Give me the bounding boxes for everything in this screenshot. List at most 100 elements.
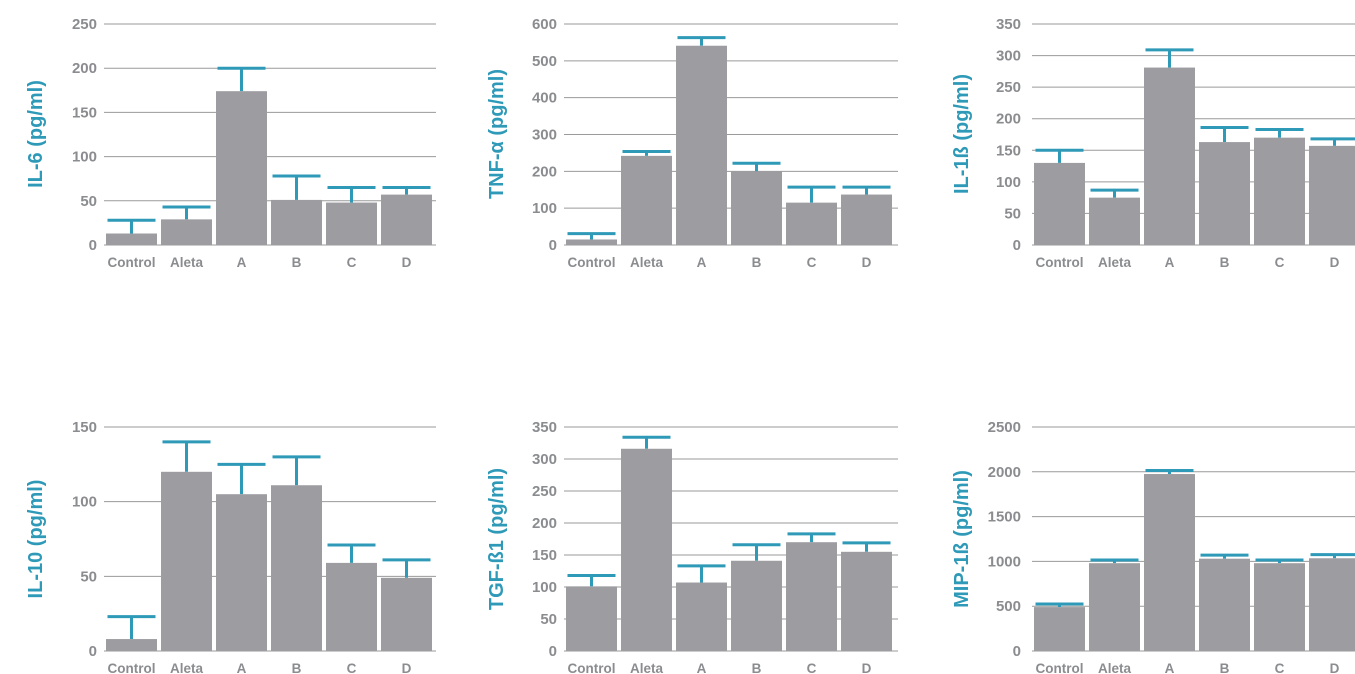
x-tick-label: B	[1220, 255, 1230, 270]
y-tick-label: 150	[72, 104, 97, 121]
y-tick-label: 300	[532, 451, 557, 468]
bar-b	[1199, 558, 1250, 651]
y-tick-label: 0	[549, 237, 557, 254]
x-tick-label: A	[1165, 255, 1175, 270]
bar-aleta	[1089, 563, 1140, 651]
x-tick-label: B	[752, 661, 762, 674]
x-tick-label: B	[1220, 661, 1230, 674]
y-tick-label: 600	[532, 16, 557, 33]
bar-b	[1199, 142, 1250, 245]
x-tick-label: C	[1275, 255, 1285, 270]
y-tick-label: 100	[532, 579, 557, 596]
chart-panel-5: 0 50 100 150 200 250 300 350 TGF-ß1 (pg/ml) Contr…	[486, 419, 898, 674]
y-axis-label: TNF-α (pg/ml)	[486, 69, 508, 199]
y-tick-label: 250	[532, 483, 557, 500]
y-tick-label: 150	[72, 419, 97, 436]
bar-d	[381, 577, 432, 651]
x-tick-label: D	[862, 255, 872, 270]
bar-a	[216, 91, 267, 246]
x-tick-label: B	[292, 255, 302, 270]
y-tick-label: 500	[996, 598, 1021, 615]
bar-d	[1309, 558, 1355, 651]
chart-panel-3: 0 50 100 150 200 250 300 350 IL-1ß (pg/ml) Contro…	[951, 16, 1355, 270]
bar-control	[1034, 607, 1085, 651]
y-tick-label: 100	[996, 174, 1021, 191]
bar-c	[326, 202, 377, 245]
bar-control	[1034, 162, 1085, 245]
y-tick-label: 200	[72, 60, 97, 77]
x-tick-label: A	[237, 661, 247, 674]
bar-a	[676, 582, 727, 651]
x-tick-label: Aleta	[170, 661, 204, 674]
bar-aleta	[621, 448, 672, 651]
y-tick-label: 250	[72, 16, 97, 33]
x-tick-label: D	[1330, 255, 1340, 270]
x-tick-label: Control	[1036, 661, 1084, 674]
y-tick-label: 50	[80, 568, 97, 585]
chart-panel-1: 0 50 100 150 200 250 IL-6 (pg/ml) Control Aleta A…	[25, 16, 436, 270]
x-tick-label: D	[402, 255, 412, 270]
y-tick-label: 0	[89, 643, 97, 660]
y-tick-label: 150	[996, 142, 1021, 159]
y-tick-label: 300	[996, 48, 1021, 65]
x-tick-label: A	[697, 255, 707, 270]
y-tick-label: 0	[549, 643, 557, 660]
y-tick-label: 150	[532, 547, 557, 564]
y-tick-label: 2500	[988, 419, 1021, 436]
bar-b	[271, 199, 322, 245]
y-tick-label: 300	[532, 127, 557, 144]
y-tick-label: 50	[540, 611, 557, 628]
x-tick-label: A	[1165, 661, 1175, 674]
x-tick-label: Control	[568, 255, 616, 270]
x-tick-label: Aleta	[170, 255, 204, 270]
y-tick-label: 1500	[988, 509, 1021, 526]
bar-d	[841, 551, 892, 651]
y-tick-label: 50	[1004, 205, 1021, 222]
bar-a	[1144, 474, 1195, 651]
bar-d	[381, 194, 432, 245]
bar-a	[676, 45, 727, 246]
x-tick-label: Control	[108, 255, 156, 270]
x-tick-label: Control	[108, 661, 156, 674]
chart-panel-4: 0 50 100 150 IL-10 (pg/ml) Control Aleta A B C D	[25, 419, 436, 674]
bar-b	[731, 171, 782, 245]
x-tick-label: Aleta	[1098, 255, 1132, 270]
chart-panel-6: 0 500 1000 1500 2000 2500 MIP-1ß (pg/ml) Contro…	[951, 419, 1355, 674]
y-tick-label: 100	[72, 149, 97, 166]
y-tick-label: 200	[996, 111, 1021, 128]
bar-c	[786, 202, 837, 245]
y-tick-label: 0	[1013, 643, 1021, 660]
y-tick-label: 100	[532, 200, 557, 217]
bar-c	[786, 542, 837, 651]
bar-aleta	[621, 155, 672, 245]
x-tick-label: Control	[1036, 255, 1084, 270]
bar-aleta	[1089, 197, 1140, 245]
bar-a	[216, 494, 267, 651]
x-tick-label: D	[862, 661, 872, 674]
y-tick-label: 350	[996, 16, 1021, 33]
y-axis-label: MIP-1ß (pg/ml)	[951, 470, 973, 608]
x-tick-label: Control	[568, 661, 616, 674]
bar-d	[1309, 145, 1355, 245]
x-tick-label: Aleta	[630, 255, 664, 270]
y-tick-label: 1000	[988, 553, 1021, 570]
chart-panel-2: 0 100 200 300 400 500 600 TNF-α (pg/ml) Control A…	[486, 16, 898, 270]
y-tick-label: 0	[1013, 237, 1021, 254]
x-tick-label: Aleta	[1098, 661, 1132, 674]
x-tick-label: A	[237, 255, 247, 270]
x-tick-label: Aleta	[630, 661, 664, 674]
y-axis-label: IL-10 (pg/ml)	[25, 480, 47, 599]
y-tick-label: 200	[532, 515, 557, 532]
x-tick-label: C	[807, 255, 817, 270]
bar-c	[1254, 137, 1305, 245]
x-tick-label: C	[807, 661, 817, 674]
x-tick-label: C	[1275, 661, 1285, 674]
bar-control	[106, 233, 157, 245]
bar-aleta	[161, 219, 212, 245]
y-tick-label: 500	[532, 53, 557, 70]
bar-control	[106, 639, 157, 651]
bar-control	[566, 586, 617, 651]
y-axis-label: TGF-ß1 (pg/ml)	[486, 468, 508, 610]
x-tick-label: B	[292, 661, 302, 674]
